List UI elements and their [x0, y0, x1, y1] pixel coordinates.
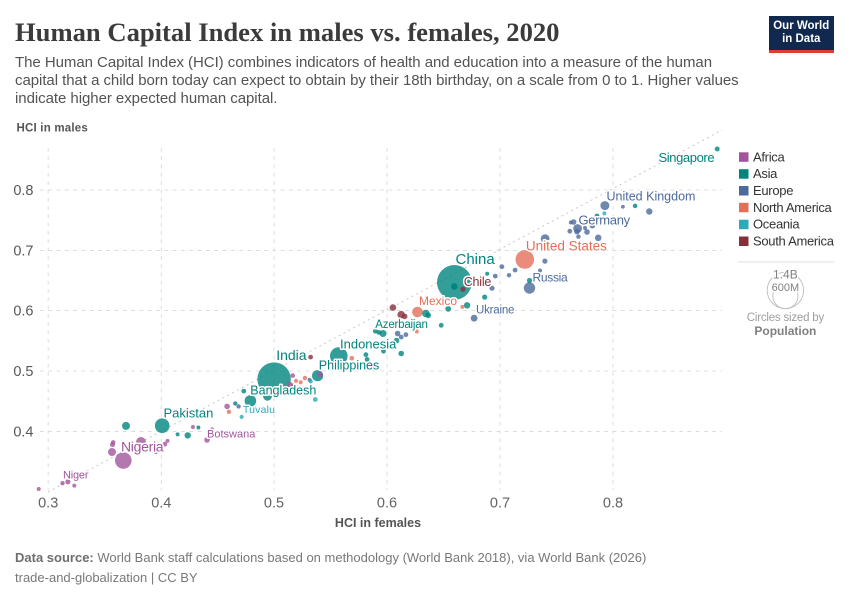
- svg-text:China: China: [456, 251, 496, 268]
- svg-text:0.4: 0.4: [13, 425, 33, 441]
- svg-text:Pakistan: Pakistan: [164, 405, 214, 420]
- svg-text:Oceania: Oceania: [753, 217, 800, 232]
- svg-text:1.4B: 1.4B: [773, 267, 798, 281]
- svg-text:0.3: 0.3: [38, 496, 58, 512]
- svg-text:Africa: Africa: [753, 149, 786, 164]
- svg-text:0.7: 0.7: [490, 496, 510, 512]
- svg-text:South America: South America: [753, 234, 835, 249]
- svg-text:Circles sized by: Circles sized by: [747, 312, 825, 324]
- svg-text:0.5: 0.5: [264, 496, 284, 512]
- svg-text:0.8: 0.8: [13, 183, 33, 199]
- svg-text:Azerbaijan: Azerbaijan: [375, 319, 427, 331]
- svg-text:Mexico: Mexico: [419, 294, 457, 308]
- svg-text:Nigeria: Nigeria: [121, 439, 164, 455]
- svg-text:0.8: 0.8: [603, 496, 623, 512]
- svg-text:Asia: Asia: [753, 166, 778, 181]
- svg-text:Chile: Chile: [464, 275, 492, 289]
- svg-text:Bangladesh: Bangladesh: [250, 384, 316, 398]
- svg-text:North America: North America: [753, 200, 833, 215]
- svg-text:HCI in males: HCI in males: [17, 123, 88, 135]
- svg-text:HCI in females: HCI in females: [335, 516, 421, 530]
- svg-text:0.6: 0.6: [377, 496, 397, 512]
- svg-text:Niger: Niger: [63, 470, 89, 482]
- svg-text:0.4: 0.4: [151, 496, 171, 512]
- svg-text:Indonesia: Indonesia: [340, 336, 397, 351]
- svg-text:Germany: Germany: [579, 213, 631, 228]
- svg-text:Ukraine: Ukraine: [476, 305, 514, 317]
- svg-text:Botswana: Botswana: [207, 429, 256, 441]
- svg-text:600M: 600M: [772, 282, 800, 294]
- svg-text:United States: United States: [526, 239, 607, 254]
- svg-text:Philippines: Philippines: [319, 359, 379, 373]
- svg-text:0.6: 0.6: [13, 304, 33, 320]
- svg-text:Europe: Europe: [753, 183, 793, 198]
- svg-text:Singapore: Singapore: [659, 150, 715, 165]
- svg-text:India: India: [276, 347, 307, 363]
- svg-text:Russia: Russia: [533, 271, 569, 285]
- svg-text:United Kingdom: United Kingdom: [607, 189, 696, 203]
- svg-text:Tuvalu: Tuvalu: [243, 404, 275, 416]
- svg-text:0.5: 0.5: [13, 364, 33, 380]
- svg-text:Population: Population: [754, 324, 816, 338]
- svg-text:0.7: 0.7: [13, 244, 33, 260]
